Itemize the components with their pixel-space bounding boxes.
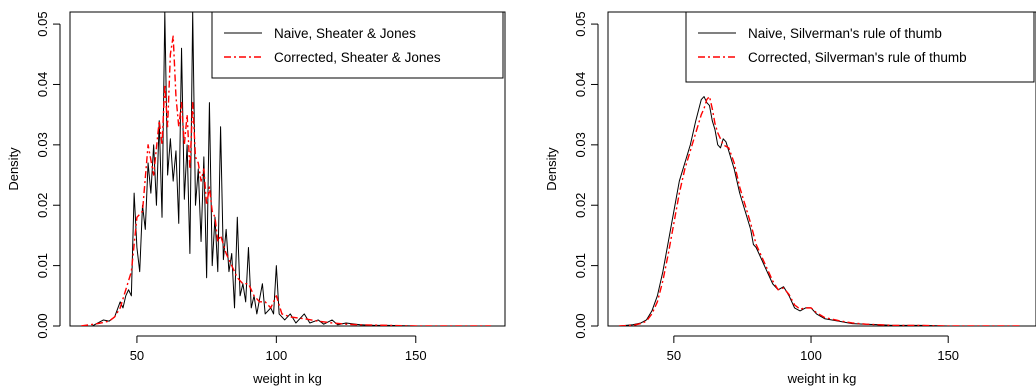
y-tick-label: 0.00 [35, 313, 50, 338]
y-axis-label: Density [544, 147, 559, 191]
series-line-1 [618, 96, 1023, 326]
y-tick-label: 0.02 [35, 193, 50, 218]
y-tick-label: 0.01 [35, 253, 50, 278]
y-tick-label: 0.02 [573, 193, 588, 218]
y-tick-label: 0.03 [35, 132, 50, 157]
x-tick-label: 100 [800, 348, 822, 363]
x-tick-label: 50 [667, 348, 681, 363]
x-tick-label: 150 [405, 348, 427, 363]
x-axis-label: weight in kg [787, 371, 857, 386]
series-line-1 [81, 12, 492, 326]
y-tick-label: 0.00 [573, 313, 588, 338]
y-tick-label: 0.01 [573, 253, 588, 278]
y-tick-label: 0.04 [35, 72, 50, 97]
x-tick-label: 50 [130, 348, 144, 363]
x-tick-label: 100 [265, 348, 287, 363]
legend-box [211, 11, 504, 79]
chart-panel-2: 50 100 150 weight in kg 0.00 0.01 0.02 0.03 0.04… [544, 11, 1036, 386]
y-tick-label: 0.03 [573, 132, 588, 157]
x-axis-label: weight in kg [252, 371, 322, 386]
legend-label: Naive, Silverman's rule of thumb [748, 26, 942, 41]
y-tick-label: 0.05 [35, 11, 50, 36]
legend-box [685, 11, 1035, 83]
x-tick-label: 150 [937, 348, 959, 363]
y-tick-label: 0.04 [573, 72, 588, 97]
series-line-2 [81, 35, 492, 326]
chart-panel-1: 50 100 150 weight in kg 0.00 0.01 0.02 0.03 0.04… [6, 11, 506, 386]
legend-label: Corrected, Sheater & Jones [274, 50, 441, 65]
y-tick-label: 0.05 [573, 11, 588, 36]
series-line-2 [618, 95, 1023, 326]
legend-label: Naive, Sheater & Jones [274, 26, 416, 41]
y-axis-label: Density [6, 147, 21, 191]
legend-label: Corrected, Silverman's rule of thumb [748, 50, 967, 65]
